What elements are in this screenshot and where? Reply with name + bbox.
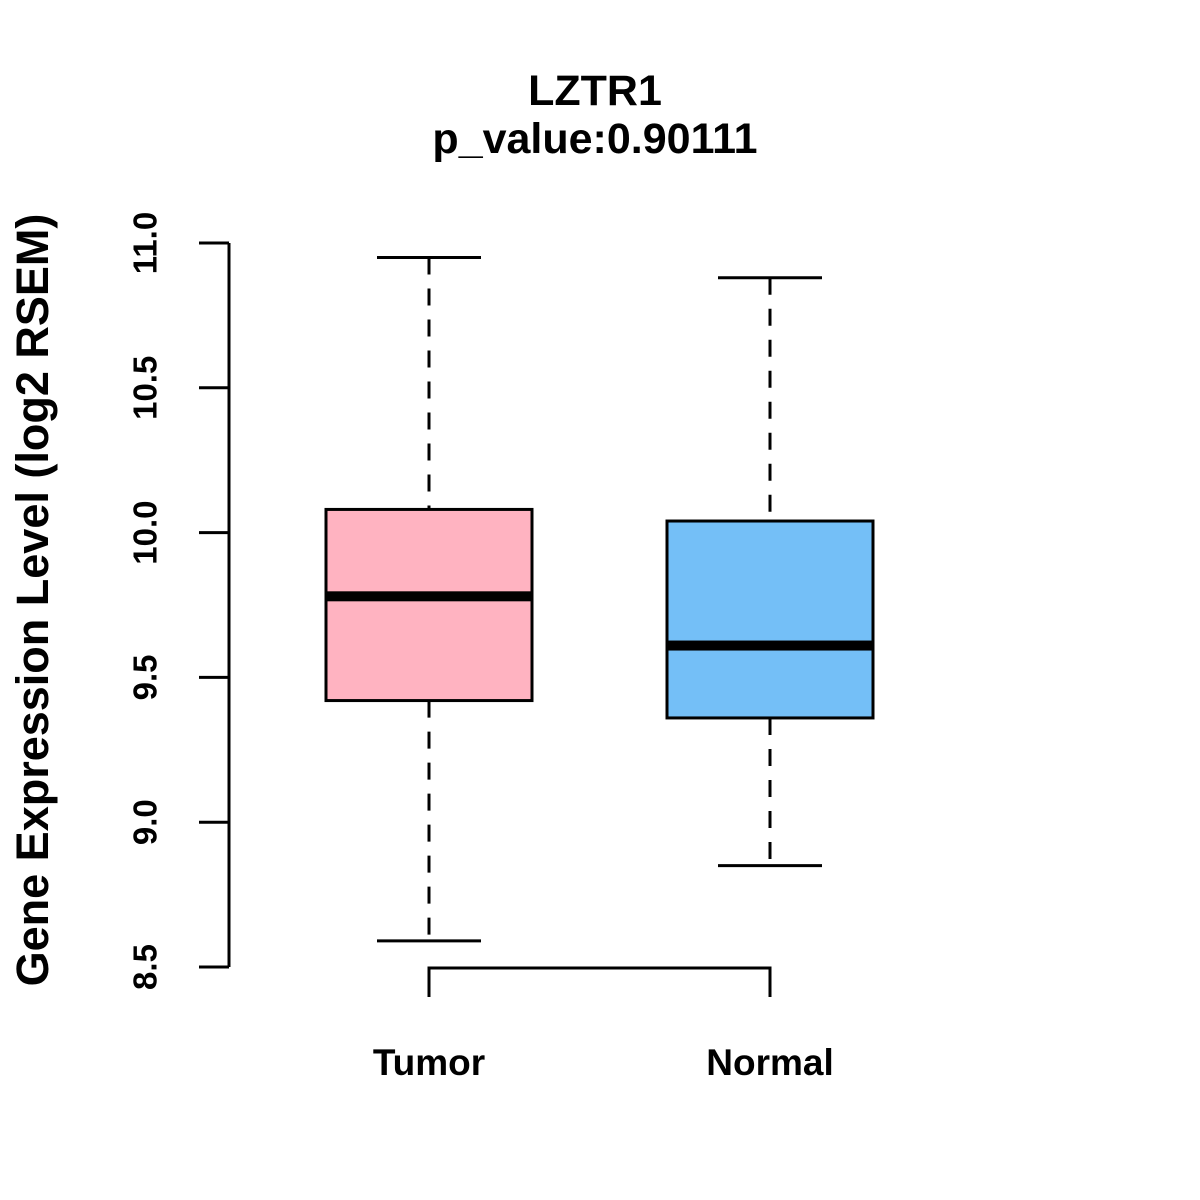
iqr-box-normal xyxy=(665,519,875,720)
x-category-label-normal: Normal xyxy=(706,1042,833,1083)
y-tick-label: 10.0 xyxy=(127,500,164,564)
x-axis-bracket xyxy=(427,966,772,997)
y-tick-label: 8.5 xyxy=(127,944,164,990)
iqr-box-tumor xyxy=(324,507,534,703)
chart-title: LZTR1 xyxy=(528,67,662,115)
y-tick-label: 9.0 xyxy=(127,799,164,845)
y-axis-label: Gene Expression Level (log2 RSEM) xyxy=(7,213,58,987)
y-tick-label: 9.5 xyxy=(127,654,164,700)
chart-subtitle: p_value:0.90111 xyxy=(432,115,758,163)
x-category-label-tumor: Tumor xyxy=(373,1042,485,1083)
median-bar-tumor xyxy=(326,591,532,602)
y-tick-label: 10.5 xyxy=(127,356,164,420)
median-bar-normal xyxy=(667,640,873,651)
y-tick-label: 11.0 xyxy=(127,212,164,274)
